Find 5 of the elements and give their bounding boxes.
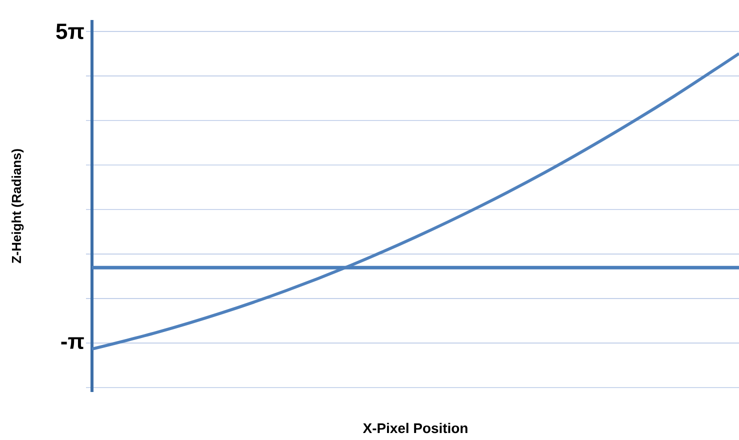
y-tick-label: -π	[61, 337, 84, 349]
x-axis-title: X-Pixel Position	[362, 422, 468, 434]
y-tick-label: 5π	[56, 24, 84, 40]
line-series	[90, 52, 739, 351]
y-axis-title: Z-Height (Radians)	[12, 149, 24, 264]
